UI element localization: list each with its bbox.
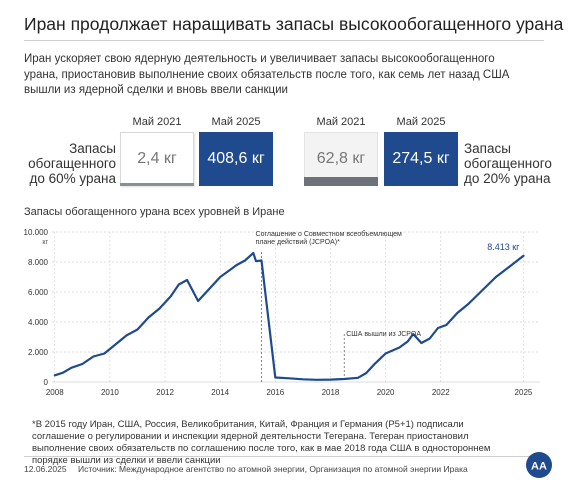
y-tick-label: 4.000 xyxy=(28,318,49,327)
data-point xyxy=(125,334,127,337)
data-point xyxy=(429,337,431,340)
title-divider xyxy=(24,40,544,41)
data-point xyxy=(158,307,161,310)
kpi-value-60-2021: 2,4 кг xyxy=(120,132,194,186)
kpi-year-60-2021: Май 2021 xyxy=(132,116,182,128)
x-tick-label: 2012 xyxy=(156,388,174,397)
data-point xyxy=(62,372,64,374)
data-point xyxy=(437,327,439,329)
data-point xyxy=(509,265,511,268)
y-tick-label: 2.000 xyxy=(28,348,49,357)
y-tick-label: 8.000 xyxy=(28,258,49,267)
data-point xyxy=(456,312,458,314)
x-tick-label: 2018 xyxy=(322,388,340,397)
data-point xyxy=(365,372,367,374)
data-point xyxy=(412,333,414,335)
data-point xyxy=(219,276,221,278)
x-tick-label: 2025 xyxy=(515,388,533,397)
footer-divider xyxy=(24,456,544,457)
data-point xyxy=(374,363,376,365)
data-point xyxy=(244,259,246,262)
data-point xyxy=(92,355,94,358)
data-point xyxy=(252,252,254,254)
kpi-bar-20-2021 xyxy=(304,177,378,186)
data-point xyxy=(54,374,56,376)
x-tick-label: 2022 xyxy=(432,388,450,397)
page-title: Иран продолжает наращивать запасы высоко… xyxy=(24,14,564,34)
kpi-label-60: Запасы обогащенного до 60% урана xyxy=(28,141,116,186)
data-point xyxy=(343,378,345,380)
y-tick-label: 10.000 xyxy=(24,228,49,237)
data-point xyxy=(522,255,525,257)
data-point xyxy=(288,377,290,379)
data-point xyxy=(236,264,238,266)
jcpoa-annotation: Соглашение о Совместном всеобъемлющем пла… xyxy=(256,230,402,246)
kpi-label-20: Запасы обогащенного до 20% урана xyxy=(464,141,552,186)
data-point xyxy=(495,276,497,278)
y-tick-label: 0 xyxy=(44,378,49,387)
data-point xyxy=(407,340,409,343)
stockpile-line-chart: 0 2.000 4.000 6.000 8.000 10.000 кг 2008 2010 201… xyxy=(24,228,540,397)
x-tick-label: 2016 xyxy=(266,388,284,397)
data-point xyxy=(81,363,83,365)
aa-logo-text: AA xyxy=(531,461,547,473)
series-line xyxy=(53,251,525,381)
data-point xyxy=(445,324,447,326)
data-point xyxy=(260,259,263,262)
kpi-year-20-2021: Май 2021 xyxy=(316,116,366,128)
y-tick-label: 6.000 xyxy=(28,288,49,297)
data-point xyxy=(170,295,172,298)
data-point xyxy=(197,300,199,302)
x-tick-label: 2010 xyxy=(101,388,119,397)
page-subtitle: Иран ускоряет свою ядерную деятельность … xyxy=(24,53,510,96)
data-point xyxy=(70,367,72,369)
publish-date: 12.06.2025 xyxy=(24,464,67,474)
data-point xyxy=(147,316,150,319)
data-point xyxy=(255,260,257,262)
kpi-year-20-2025: Май 2025 xyxy=(396,116,446,128)
data-point xyxy=(467,303,469,305)
kpi-value-20-2025: 274,5 кг xyxy=(384,132,458,186)
aa-logo-icon: AA xyxy=(526,452,552,478)
data-point xyxy=(114,343,116,346)
x-tick-label: 2008 xyxy=(46,388,64,397)
data-point xyxy=(227,270,230,272)
kpi-value-60-2025: 408,6 кг xyxy=(199,132,273,186)
data-point xyxy=(274,376,276,379)
data-point xyxy=(385,352,387,355)
source-note: Источник: Международное агентство по ато… xyxy=(78,464,468,474)
final-value-label: 8.413 кг xyxy=(487,242,520,252)
data-point xyxy=(481,289,483,292)
kpi-bar-60-2021 xyxy=(120,183,194,186)
data-point xyxy=(316,379,318,381)
data-point xyxy=(302,378,304,380)
data-point xyxy=(398,346,400,349)
data-point xyxy=(357,377,359,379)
us-exit-annotation: США вышли из JCPOA xyxy=(346,331,421,338)
x-tick-label: 2014 xyxy=(211,388,229,397)
data-point xyxy=(208,288,210,290)
data-point xyxy=(178,283,180,286)
chart-title: Запасы обогащенного урана всех уровней в… xyxy=(24,206,285,218)
data-point xyxy=(420,342,422,344)
data-point xyxy=(136,328,139,331)
data-point xyxy=(186,279,188,281)
data-point xyxy=(329,379,332,381)
x-tick-label: 2020 xyxy=(377,388,395,397)
footnote: *В 2015 году Иран, США, Россия, Великобр… xyxy=(32,419,491,466)
y-unit-label: кг xyxy=(42,239,48,246)
data-point xyxy=(103,352,105,355)
kpi-year-60-2025: Май 2025 xyxy=(211,116,261,128)
